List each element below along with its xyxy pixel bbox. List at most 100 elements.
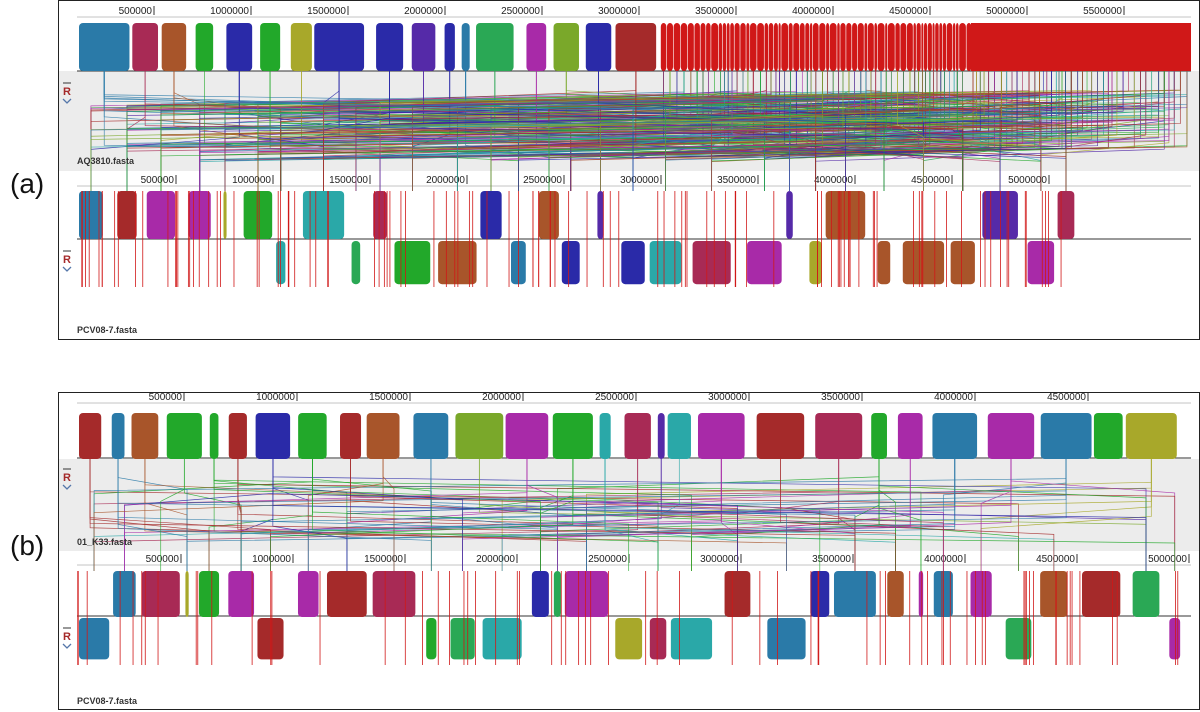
synteny-block-top xyxy=(916,23,921,71)
synteny-block-top xyxy=(773,23,778,71)
synteny-block-bottom xyxy=(117,191,137,239)
synteny-block-top xyxy=(857,23,864,71)
synteny-block-top xyxy=(756,413,805,459)
synteny-block-top xyxy=(730,23,734,71)
synteny-block-bottom xyxy=(426,618,437,660)
synteny-block-top xyxy=(700,23,706,71)
synteny-block-top xyxy=(505,413,549,459)
synteny-block-top xyxy=(131,413,159,459)
synteny-block-bottom xyxy=(747,241,782,285)
ruler-top-tick-label: 4500000 xyxy=(889,6,928,17)
synteny-block-bottom xyxy=(809,241,822,285)
synteny-block-top xyxy=(815,413,863,459)
synteny-block-bottom xyxy=(79,618,110,660)
synteny-block-top xyxy=(840,23,846,71)
synteny-block-top xyxy=(819,23,826,71)
synteny-block-bottom xyxy=(188,191,211,239)
synteny-block-top xyxy=(706,23,711,71)
ruler-top-tick-label: 2000000 xyxy=(404,6,443,17)
synteny-block-bottom xyxy=(302,191,345,239)
synteny-block-bottom xyxy=(326,571,367,617)
lcb-connector xyxy=(323,71,1072,191)
synteny-block-top xyxy=(942,23,947,71)
genome-name-top: 01_K33.fasta xyxy=(77,537,133,547)
ruler-top-tick-label: 5000000 xyxy=(986,6,1025,17)
lcb-connector xyxy=(160,459,185,571)
ruler-top-tick-label: 500000 xyxy=(119,6,153,17)
lcb-connector xyxy=(93,459,384,571)
synteny-block-top xyxy=(799,23,805,71)
chevron-top-icon xyxy=(62,98,72,104)
reverse-top-button[interactable]: R xyxy=(63,472,71,484)
synteny-block-top xyxy=(966,23,972,71)
lcb-connector xyxy=(272,459,1147,571)
synteny-block-top xyxy=(955,23,959,71)
genome-name-top: AQ3810.fasta xyxy=(77,156,135,166)
synteny-block-top xyxy=(932,413,978,459)
lcb-connector xyxy=(199,71,1170,191)
synteny-block-bottom xyxy=(786,191,793,239)
synteny-block-bottom xyxy=(615,618,643,660)
lcb-connector xyxy=(897,71,924,191)
ruler-top-tick-label: 3000000 xyxy=(598,6,637,17)
ruler-top-tick-label: 4000000 xyxy=(934,393,973,403)
lcb-connector xyxy=(280,71,990,191)
synteny-block-top xyxy=(1093,413,1123,459)
synteny-block-top xyxy=(209,413,219,459)
synteny-block-top xyxy=(895,23,900,71)
synteny-block-bottom xyxy=(833,571,876,617)
synteny-block-top xyxy=(314,23,365,71)
ruler-bottom-tick-label: 2000000 xyxy=(476,554,515,565)
chevron-top-icon xyxy=(62,484,72,490)
synteny-block-top xyxy=(680,23,688,71)
synteny-block-bottom xyxy=(480,191,502,239)
lcb-connector xyxy=(312,459,659,571)
synteny-block-bottom xyxy=(1132,571,1160,617)
ruler-bottom-tick-label: 5000000 xyxy=(1008,175,1047,186)
synteny-block-bottom xyxy=(243,191,273,239)
synteny-block-top xyxy=(793,23,800,71)
synteny-block-bottom xyxy=(887,571,904,617)
synteny-block-bottom xyxy=(1169,618,1181,660)
ruler-top-tick-label: 1000000 xyxy=(210,6,249,17)
synteny-block-top xyxy=(687,23,694,71)
synteny-block-top xyxy=(673,23,681,71)
panel-a-label: (a) xyxy=(10,168,45,199)
synteny-block-top xyxy=(722,23,727,71)
chevron-bottom-icon xyxy=(62,643,72,649)
lcb-connector xyxy=(456,71,867,191)
genome-name-bottom: PCV08-7.fasta xyxy=(77,325,138,335)
synteny-block-top xyxy=(161,23,187,71)
synteny-block-top xyxy=(788,23,793,71)
reverse-bottom-button[interactable]: R xyxy=(63,631,71,643)
synteny-block-top xyxy=(852,23,858,71)
synteny-block-top xyxy=(195,23,214,71)
synteny-block-top xyxy=(79,413,102,459)
ruler-bottom-tick-label: 3000000 xyxy=(620,175,659,186)
synteny-block-top xyxy=(906,23,913,71)
synteny-block-top xyxy=(366,413,400,459)
ruler-bottom-tick-label: 5000000 xyxy=(1148,554,1187,565)
ruler-top-tick-label: 3500000 xyxy=(821,393,860,403)
synteny-block-bottom xyxy=(79,191,103,239)
lcb-connector xyxy=(518,71,1066,191)
ruler-top-tick-label: 1000000 xyxy=(256,393,295,403)
alignment-panel-a: 500000 1000000 1500000 2000000 2500000 300000… xyxy=(58,0,1200,340)
synteny-block-bottom xyxy=(1027,241,1055,285)
synteny-block-top xyxy=(987,413,1035,459)
synteny-block-bottom xyxy=(950,241,975,285)
reverse-bottom-button[interactable]: R xyxy=(63,254,71,266)
synteny-block-bottom xyxy=(877,241,891,285)
synteny-block-top xyxy=(923,23,928,71)
synteny-block-top xyxy=(959,23,966,71)
synteny-block-top xyxy=(740,23,746,71)
ruler-bottom-tick-label: 1000000 xyxy=(232,175,271,186)
lcb-connector xyxy=(89,459,856,571)
reverse-top-button[interactable]: R xyxy=(63,86,71,98)
lcb-connector xyxy=(173,71,413,191)
ruler-top-tick-label: 2500000 xyxy=(501,6,540,17)
synteny-block-top xyxy=(615,23,657,71)
lcb-connector xyxy=(379,71,1098,191)
synteny-block-bottom xyxy=(553,571,561,617)
synteny-block-top xyxy=(444,23,455,71)
